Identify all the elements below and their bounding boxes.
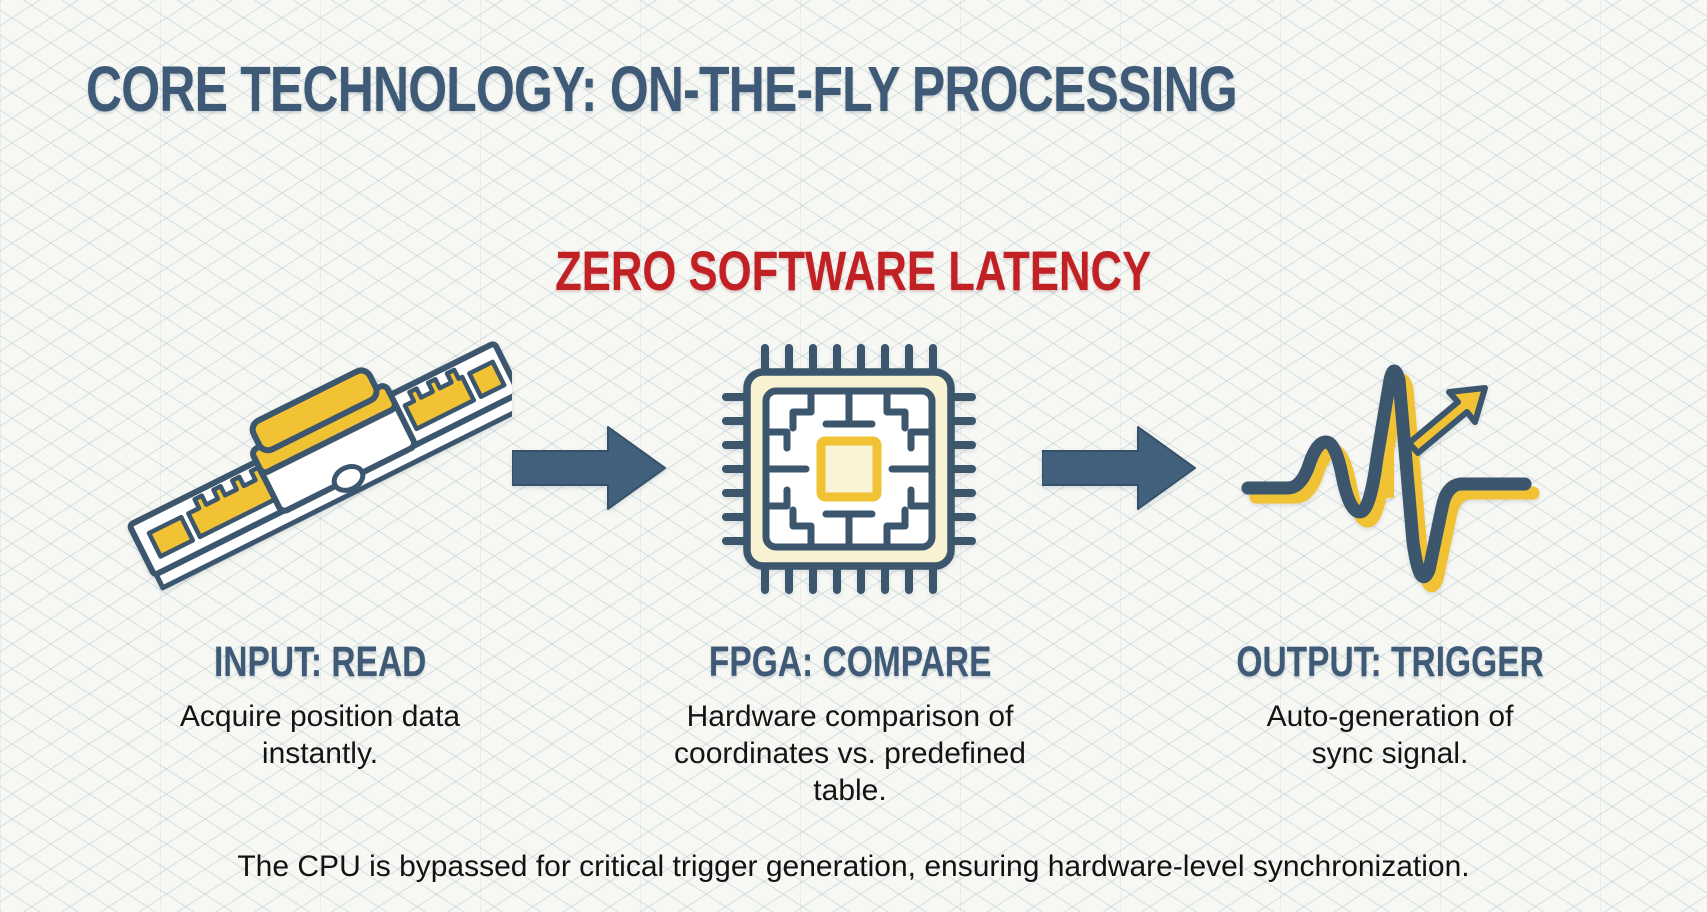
waveform-line [1241,364,1532,583]
encoder-scale-ticks-right [402,367,477,432]
encoder-head-top [249,367,380,454]
flow-arrow-icon-1 [512,426,666,510]
arrow-shape [1042,426,1196,510]
step-input-label: INPUT: READ [213,638,427,686]
circuit-traces [765,390,933,548]
waveform-shadow [1249,373,1540,592]
step-fpga-description: Hardware comparison of coordinates vs. p… [674,700,1026,807]
step-output-label: OUTPUT: TRIGGER [1236,638,1544,686]
step-input: INPUT: READ Acquire position data instan… [110,638,530,772]
encoder-scale-end-left [146,514,196,559]
zero-latency-heading: ZERO SOFTWARE LATENCY [0,238,1707,303]
step-output-description: Auto-generation of sync signal. [1266,700,1514,770]
encoder-scale-end-right [467,359,507,399]
arrow-shape [512,426,666,510]
fpga-chip-icon [722,344,976,594]
page-title: CORE TECHNOLOGY: ON-THE-FLY PROCESSING [86,52,1562,126]
zero-latency-text: ZERO SOFTWARE LATENCY [555,239,1152,302]
up-right-arrow-icon [1406,385,1488,456]
linear-encoder-icon [127,341,512,591]
chip-core-square [816,436,882,502]
page-title-text: CORE TECHNOLOGY: ON-THE-FLY PROCESSING [86,53,1238,125]
signal-trigger-icon [1241,364,1540,592]
encoder-head-sensor [331,463,366,493]
step-fpga-label: FPGA: COMPARE [708,638,992,686]
footer-note: The CPU is bypassed for critical trigger… [237,850,1470,883]
step-output: OUTPUT: TRIGGER Auto-generation of sync … [1180,638,1600,772]
step-fpga: FPGA: COMPARE Hardware comparison of coo… [640,638,1060,809]
step-input-description: Acquire position data instantly. [179,700,461,770]
waveform-fill-wedge [1380,392,1394,498]
flow-arrow-icon-2 [1042,426,1196,510]
